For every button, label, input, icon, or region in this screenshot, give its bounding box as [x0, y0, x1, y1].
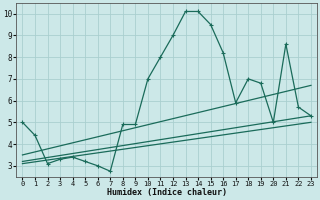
X-axis label: Humidex (Indice chaleur): Humidex (Indice chaleur): [107, 188, 227, 197]
